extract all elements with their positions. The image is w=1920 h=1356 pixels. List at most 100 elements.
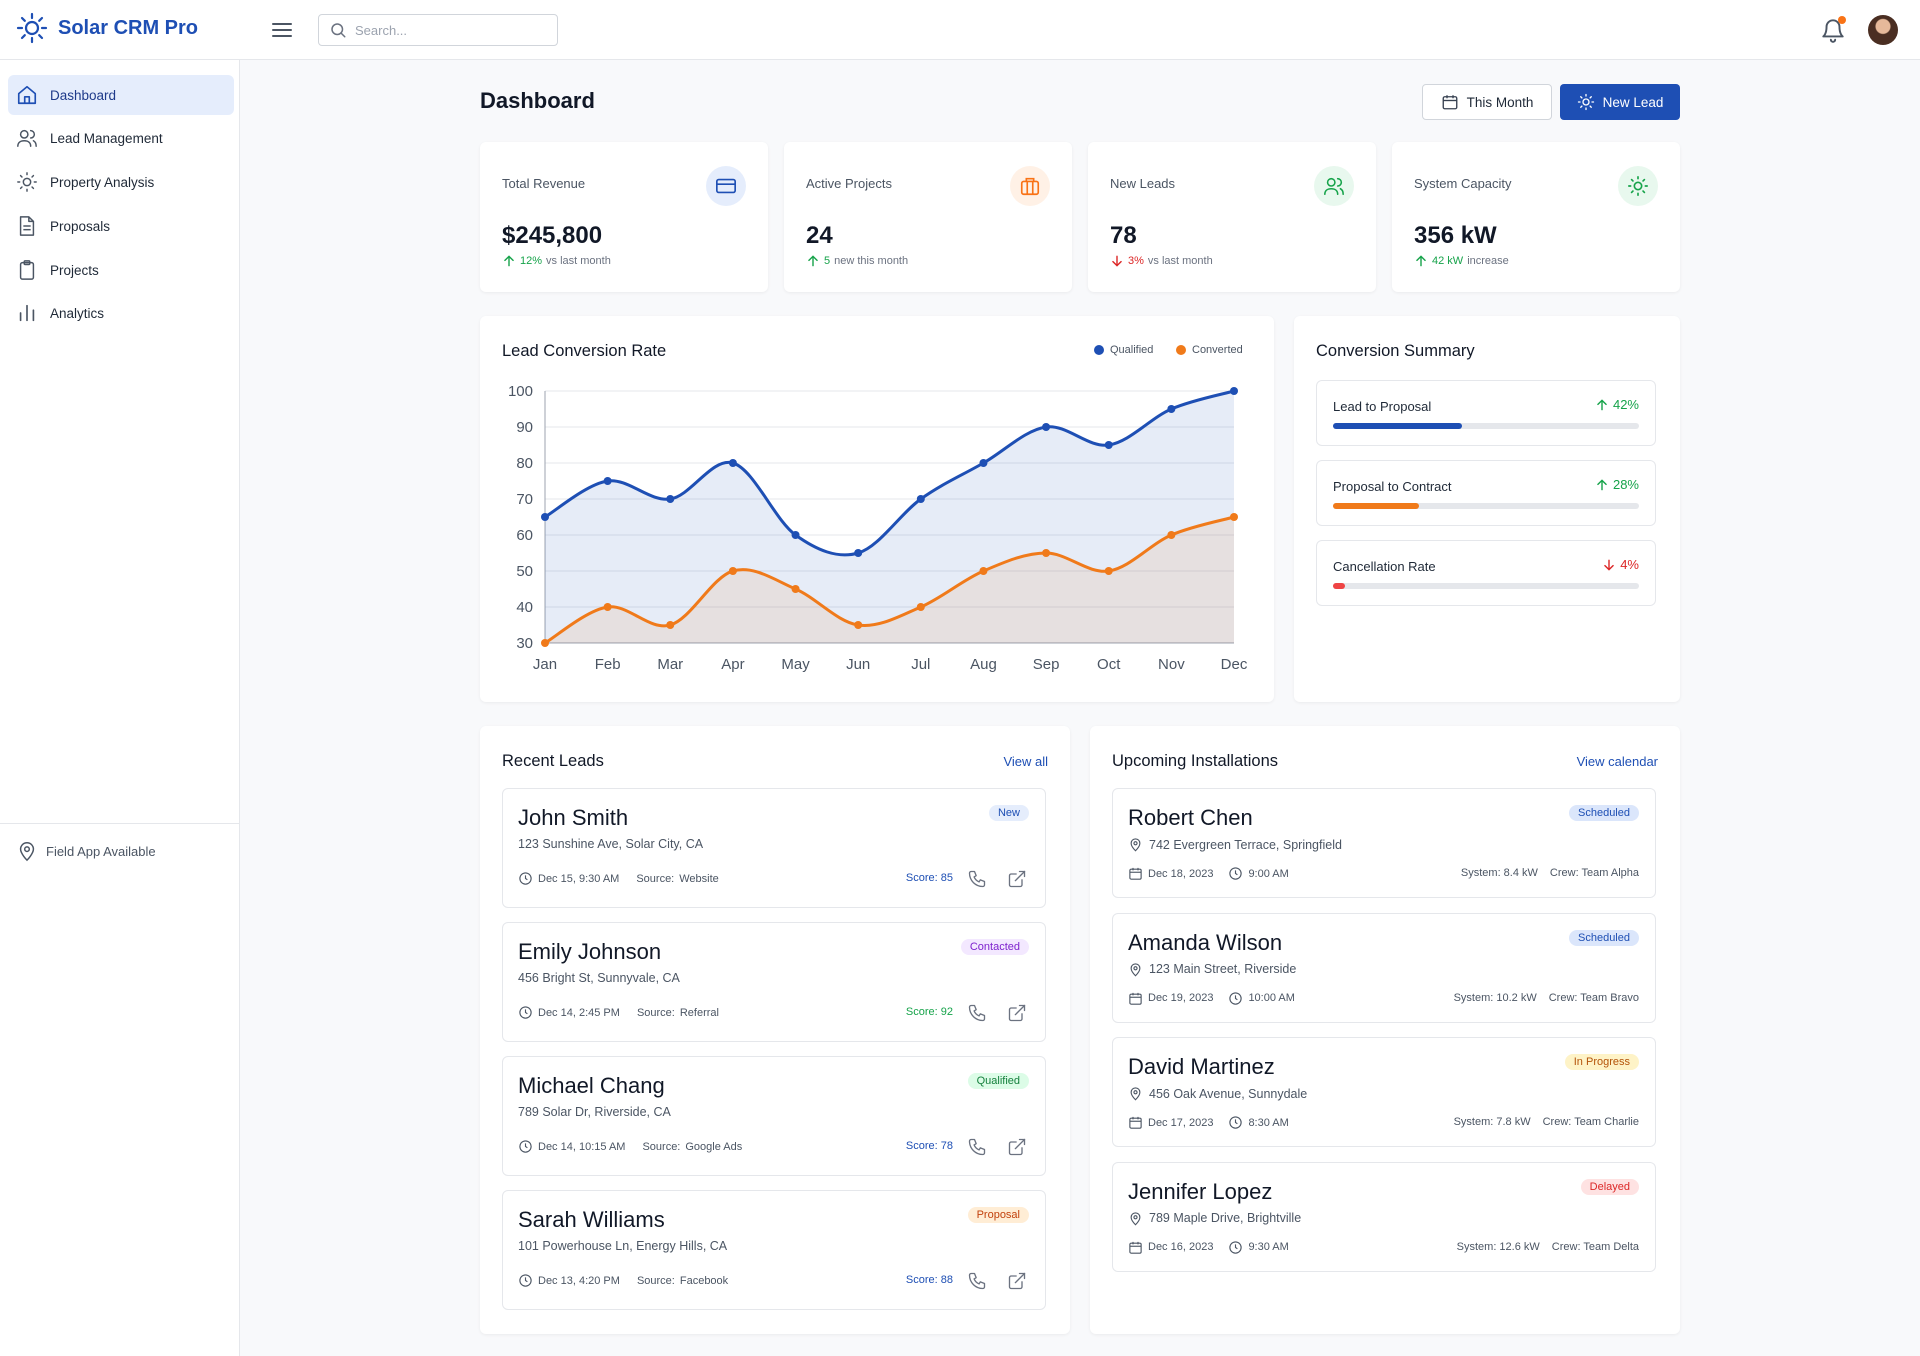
lead-score: Score: 85 bbox=[905, 872, 953, 884]
notification-bell-icon[interactable] bbox=[1820, 16, 1846, 44]
y-tick-label: 30 bbox=[516, 635, 533, 652]
data-point bbox=[1104, 567, 1113, 575]
calendar-icon bbox=[1129, 867, 1142, 880]
line-chart: 30 40 50 60 70 80 90 100 Jan Feb Mar Apr May Jun Jul Au… bbox=[508, 383, 1248, 673]
legend-item-qualified[interactable]: Qualified bbox=[1094, 344, 1153, 356]
users-icon bbox=[17, 129, 37, 147]
series-area-converted bbox=[545, 517, 1234, 643]
installation-address: 123 Main Street, Riverside bbox=[1128, 962, 1296, 977]
sidebar-item-projects[interactable]: Projects bbox=[8, 250, 234, 290]
summary-value-text: 28% bbox=[1612, 477, 1639, 492]
crew-name: Crew: Team Delta bbox=[1551, 1240, 1639, 1253]
view-all-link[interactable]: View all bbox=[1003, 754, 1048, 769]
data-point bbox=[541, 513, 549, 521]
installation-card[interactable]: Robert Chen 742 Evergreen Terrace, Spring… bbox=[1112, 788, 1656, 898]
page-title: Dashboard bbox=[480, 88, 595, 113]
summary-value: 28% bbox=[1595, 477, 1639, 492]
this-month-button[interactable]: This Month bbox=[1422, 84, 1552, 120]
external-link-icon[interactable] bbox=[1007, 1137, 1027, 1157]
summary-value: 42% bbox=[1595, 397, 1639, 412]
lead-source: Website bbox=[679, 872, 719, 885]
stat-change: 12% vs last month bbox=[502, 254, 611, 268]
installation-card[interactable]: Amanda Wilson 123 Main Street, Riverside S… bbox=[1112, 912, 1656, 1023]
legend-item-converted[interactable]: Converted bbox=[1176, 344, 1243, 356]
external-link-icon[interactable] bbox=[1007, 869, 1027, 889]
sidebar-item-analytics[interactable]: Analytics bbox=[8, 293, 234, 333]
lead-address: 123 Sunshine Ave, Solar City, CA bbox=[518, 837, 704, 851]
x-tick-label: Nov bbox=[1158, 656, 1185, 673]
lead-card[interactable]: Emily Johnson 456 Bright St, Sunnyvale, C… bbox=[502, 922, 1046, 1042]
sidebar-item-property-analysis[interactable]: Property Analysis bbox=[8, 162, 234, 202]
x-tick-label: Mar bbox=[657, 656, 683, 673]
stat-card-total-revenue: Total Revenue $245,800 12% vs last month bbox=[480, 142, 768, 292]
location-pin-icon bbox=[1130, 838, 1141, 852]
lead-card[interactable]: John Smith 123 Sunshine Ave, Solar City, … bbox=[502, 788, 1046, 908]
phone-icon[interactable] bbox=[967, 1003, 987, 1023]
system-size: System: 8.4 kW bbox=[1460, 867, 1538, 879]
sidebar-item-proposals[interactable]: Proposals bbox=[8, 206, 234, 246]
home-icon bbox=[17, 85, 37, 105]
sidebar-item-label: Lead Management bbox=[50, 130, 163, 146]
y-tick-label: 40 bbox=[516, 599, 533, 616]
x-tick-label: Feb bbox=[595, 656, 621, 673]
external-link-icon[interactable] bbox=[1007, 1271, 1027, 1291]
lead-card[interactable]: Michael Chang 789 Solar Dr, Riverside, CA… bbox=[502, 1056, 1046, 1176]
stat-change-text: vs last month bbox=[546, 255, 611, 267]
brand[interactable]: Solar CRM Pro bbox=[16, 12, 198, 44]
data-point bbox=[728, 459, 737, 467]
x-tick-label: Aug bbox=[970, 656, 997, 673]
stat-label: New Leads bbox=[1110, 176, 1176, 191]
series-line-converted bbox=[543, 515, 1236, 645]
lead-meta: Dec 14, 10:15 AM Source: Google Ads bbox=[518, 1139, 742, 1154]
hamburger-menu-icon[interactable] bbox=[270, 18, 294, 42]
customer-name: Amanda Wilson bbox=[1128, 929, 1283, 955]
new-lead-button[interactable]: New Lead bbox=[1560, 84, 1680, 120]
summary-value-text: 42% bbox=[1612, 397, 1639, 412]
stat-card-system-capacity: System Capacity 356 kW 42 kW increase bbox=[1392, 142, 1680, 292]
chart-title: Lead Conversion Rate bbox=[502, 342, 667, 360]
stat-change-value: 42 kW bbox=[1432, 255, 1464, 267]
status-badge: New bbox=[988, 805, 1029, 821]
sidebar-item-dashboard[interactable]: Dashboard bbox=[8, 75, 234, 115]
installation-meta: Dec 16, 2023 9:30 AM bbox=[1128, 1240, 1289, 1255]
field-app-link[interactable]: Field App Available bbox=[0, 823, 240, 862]
lead-conversion-card: Lead Conversion Rate Qualified Converted… bbox=[480, 316, 1274, 702]
phone-icon[interactable] bbox=[967, 869, 987, 889]
top-bar: Solar CRM Pro bbox=[0, 0, 1920, 60]
legend-swatch bbox=[1176, 345, 1186, 355]
lead-source: Referral bbox=[679, 1006, 719, 1019]
progress-track bbox=[1333, 503, 1639, 509]
phone-icon[interactable] bbox=[967, 1137, 987, 1157]
sidebar-item-label: Proposals bbox=[50, 218, 111, 234]
search-input[interactable] bbox=[355, 22, 545, 38]
stat-label: Total Revenue bbox=[502, 176, 586, 191]
sidebar-item-lead-management[interactable]: Lead Management bbox=[8, 118, 234, 158]
status-badge: Qualified bbox=[967, 1073, 1029, 1089]
customer-name: David Martinez bbox=[1128, 1054, 1275, 1079]
recent-leads-card: Recent Leads View all John Smith 123 Suns… bbox=[480, 726, 1070, 1334]
installation-card[interactable]: Jennifer Lopez 789 Maple Drive, Brightvil… bbox=[1112, 1161, 1656, 1272]
data-point bbox=[1167, 405, 1176, 413]
external-link-icon[interactable] bbox=[1007, 1003, 1027, 1023]
x-tick-label: Jul bbox=[911, 656, 930, 673]
summary-value: 4% bbox=[1602, 557, 1639, 572]
installation-time: 9:00 AM bbox=[1248, 867, 1289, 880]
stat-change-text: vs last month bbox=[1147, 255, 1213, 267]
x-tick-label: May bbox=[781, 656, 810, 673]
lead-time: Dec 14, 10:15 AM bbox=[538, 1140, 626, 1153]
user-avatar[interactable] bbox=[1868, 15, 1898, 45]
lead-name: Michael Chang bbox=[518, 1073, 665, 1098]
notification-dot bbox=[1838, 16, 1846, 24]
lead-source: Facebook bbox=[679, 1274, 729, 1287]
installation-card[interactable]: David Martinez 456 Oak Avenue, Sunnydale I… bbox=[1112, 1037, 1656, 1147]
installation-date: Dec 17, 2023 bbox=[1148, 1116, 1214, 1129]
data-point bbox=[854, 621, 863, 629]
stat-change: 5 new this month bbox=[806, 254, 908, 268]
location-pin-icon bbox=[1130, 1211, 1141, 1226]
lead-card[interactable]: Sarah Williams 101 Powerhouse Ln, Energy … bbox=[502, 1190, 1046, 1310]
phone-icon[interactable] bbox=[967, 1271, 987, 1291]
summary-item-lead-to-proposal: Lead to Proposal 42% bbox=[1316, 380, 1656, 446]
view-calendar-link[interactable]: View calendar bbox=[1576, 754, 1658, 769]
installation-date: Dec 16, 2023 bbox=[1148, 1241, 1214, 1253]
arrow-up-icon bbox=[504, 255, 514, 267]
